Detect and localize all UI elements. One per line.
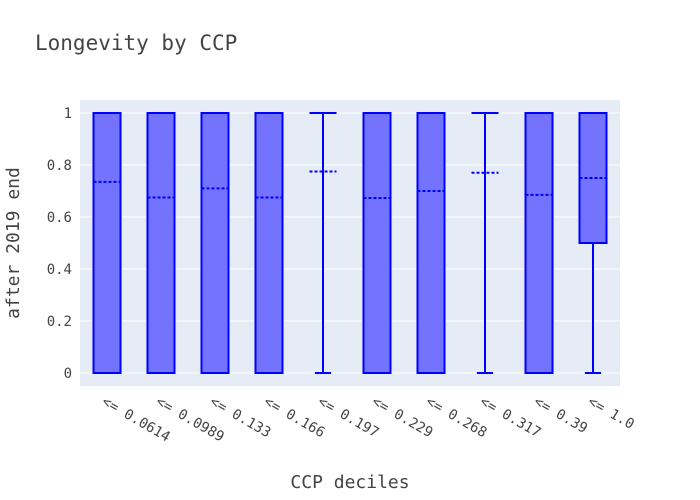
box-body — [146, 112, 176, 374]
y-axis-title: after 2019 end — [3, 167, 24, 319]
y-tick-label: 0.6 — [47, 210, 72, 226]
box-body — [524, 112, 554, 374]
boxes — [92, 112, 608, 374]
box-body — [362, 112, 392, 374]
box-3 — [200, 112, 230, 374]
box-7 — [416, 112, 446, 374]
box-6 — [362, 112, 392, 374]
box-body — [254, 112, 284, 374]
y-tick-label: 0.8 — [47, 158, 72, 174]
box-1 — [92, 112, 122, 374]
x-axis-title: CCP deciles — [290, 472, 409, 493]
box-body — [416, 112, 446, 374]
box-body — [92, 112, 122, 374]
x-tick-label: <= 0.268 — [423, 394, 489, 442]
x-tick-label: <= 1.0 — [585, 394, 637, 433]
box-10 — [578, 112, 608, 374]
x-tick-label: <= 0.197 — [315, 394, 381, 442]
chart-title: Longevity by CCP — [35, 31, 237, 55]
box-9 — [524, 112, 554, 374]
y-tick-label: 0 — [64, 366, 72, 382]
box-body — [200, 112, 230, 374]
y-tick-label: 1 — [64, 106, 72, 122]
y-tick-label: 0.2 — [47, 314, 72, 330]
x-axis-ticks: <= 0.0614<= 0.0989<= 0.133<= 0.166<= 0.1… — [99, 394, 637, 446]
x-tick-label: <= 0.317 — [477, 394, 543, 442]
y-axis-ticks: 0 0.2 0.4 0.6 0.8 1 — [47, 106, 72, 382]
box-2 — [146, 112, 176, 374]
y-tick-label: 0.4 — [47, 262, 72, 278]
box-4 — [254, 112, 284, 374]
box-8 — [471, 112, 499, 374]
x-tick-label: <= 0.229 — [369, 394, 435, 442]
x-tick-label: <= 0.166 — [261, 394, 327, 442]
box-5 — [309, 112, 337, 374]
